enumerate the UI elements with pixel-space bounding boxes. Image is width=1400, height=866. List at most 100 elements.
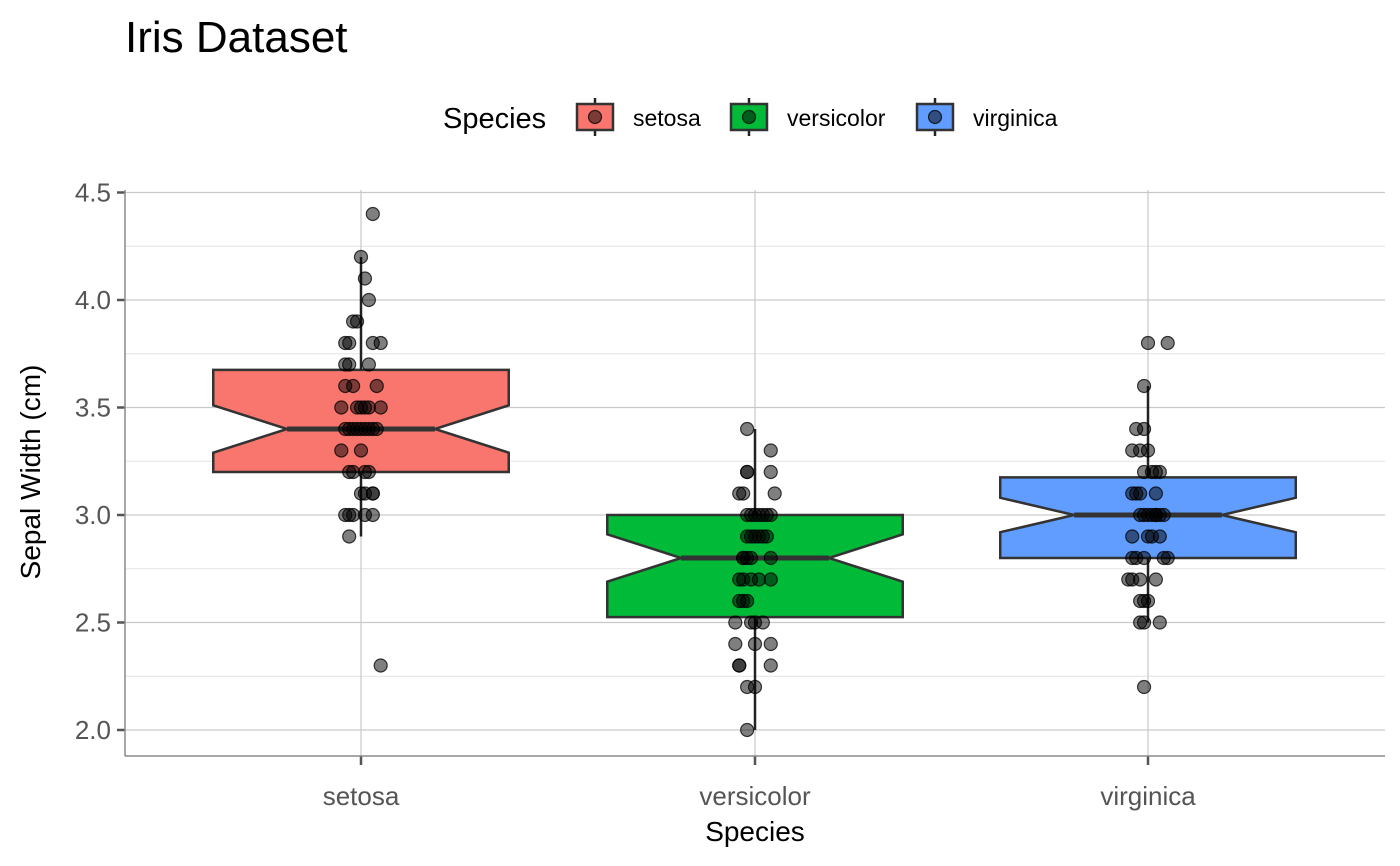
y-tick-label: 3.0	[75, 500, 111, 530]
data-point	[732, 658, 747, 673]
x-tick-label: virginica	[1100, 781, 1196, 811]
y-axis-title: Sepal Width (cm)	[15, 365, 46, 580]
data-point	[740, 421, 755, 437]
data-point	[1136, 421, 1152, 437]
legend-key-point	[741, 109, 757, 125]
data-point	[365, 335, 380, 351]
data-point	[346, 464, 361, 480]
data-point	[1140, 443, 1156, 458]
data-point	[361, 400, 376, 415]
data-point	[1136, 507, 1152, 523]
data-point	[334, 443, 349, 458]
legend-key-point	[927, 109, 943, 125]
data-point	[1125, 550, 1140, 566]
data-point	[373, 658, 388, 673]
axes: 2.0 2.5 3.0 3.5 4.0 4.5 setosa versicolor virgin…	[75, 178, 1385, 811]
data-point	[338, 507, 353, 523]
box-body	[212, 368, 510, 474]
data-point	[743, 615, 759, 630]
x-axis-title: Species	[705, 816, 805, 847]
data-point	[365, 486, 380, 501]
legend-key-point	[587, 109, 603, 125]
legend-entry-versicolor: versicolor	[729, 98, 886, 136]
data-point	[767, 486, 782, 501]
legend-label: setosa	[633, 105, 701, 131]
data-point	[759, 507, 774, 523]
data-point	[763, 550, 778, 566]
y-tick-label: 4.5	[75, 178, 111, 208]
data-point	[365, 507, 380, 523]
data-point	[1140, 593, 1156, 609]
data-point	[361, 421, 376, 437]
data-point	[365, 206, 380, 222]
data-point	[361, 464, 376, 480]
jitter-points	[334, 206, 1175, 738]
data-point	[1140, 335, 1156, 351]
data-point	[1129, 486, 1144, 501]
data-point	[342, 335, 357, 351]
data-point	[1148, 507, 1163, 523]
data-point	[1148, 486, 1163, 501]
legend-entry-setosa: setosa	[575, 98, 701, 136]
data-point	[751, 529, 767, 544]
data-point	[369, 378, 384, 394]
data-point	[1148, 572, 1163, 587]
data-point	[346, 378, 361, 394]
data-point	[357, 271, 373, 286]
data-point	[1136, 378, 1152, 394]
data-point	[353, 249, 369, 265]
data-point	[353, 486, 369, 501]
legend: Species setosa versicolor virginica	[443, 98, 1058, 136]
data-point	[1144, 464, 1160, 480]
data-point	[1125, 529, 1140, 544]
data-point	[1136, 550, 1152, 566]
boxplot-virginica	[999, 386, 1297, 623]
data-point	[747, 636, 763, 652]
data-point	[361, 292, 376, 308]
data-point	[1152, 615, 1167, 630]
x-tick-label: setosa	[323, 781, 400, 811]
data-point	[346, 314, 361, 329]
legend-label: virginica	[973, 105, 1058, 131]
y-tick-label: 4.0	[75, 285, 111, 315]
data-point	[740, 593, 755, 609]
data-point	[763, 443, 778, 458]
data-point	[1136, 679, 1152, 695]
data-point	[743, 550, 759, 566]
legend-label: versicolor	[787, 105, 886, 131]
data-point	[342, 357, 357, 372]
data-point	[334, 400, 349, 415]
data-point	[1160, 550, 1175, 566]
data-point	[353, 443, 369, 458]
legend-entry-virginica: virginica	[915, 98, 1058, 136]
data-point	[349, 421, 365, 437]
data-point	[349, 400, 365, 415]
x-tick-label: versicolor	[699, 781, 811, 811]
data-point	[763, 636, 778, 652]
box-body	[606, 513, 904, 619]
data-point	[728, 615, 743, 630]
y-tick-label: 2.5	[75, 608, 111, 638]
boxplots	[212, 257, 1297, 730]
data-point	[373, 400, 388, 415]
legend-title: Species	[443, 103, 546, 135]
data-point	[1136, 615, 1152, 630]
data-point	[342, 529, 357, 544]
y-tick-label: 3.5	[75, 393, 111, 423]
data-point	[743, 572, 759, 587]
data-point	[1125, 572, 1140, 587]
data-point	[740, 507, 755, 523]
data-point	[361, 357, 376, 372]
data-point	[763, 464, 778, 480]
data-point	[740, 722, 755, 738]
data-point	[728, 636, 743, 652]
data-point	[763, 572, 778, 587]
data-point	[740, 464, 755, 480]
data-point	[740, 529, 755, 544]
data-point	[1125, 443, 1140, 458]
data-point	[1160, 335, 1175, 351]
data-point	[732, 486, 747, 501]
data-point	[1144, 529, 1160, 544]
data-point	[763, 658, 778, 673]
